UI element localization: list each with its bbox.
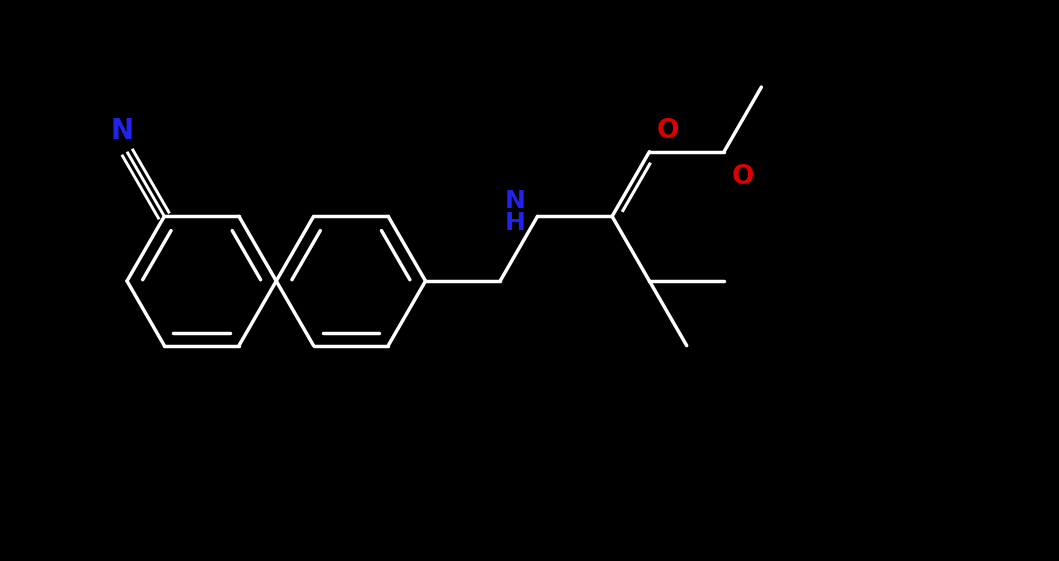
Text: O: O <box>657 118 679 144</box>
Text: N: N <box>110 117 133 145</box>
Text: N
H: N H <box>505 189 525 236</box>
Text: O: O <box>732 164 754 190</box>
